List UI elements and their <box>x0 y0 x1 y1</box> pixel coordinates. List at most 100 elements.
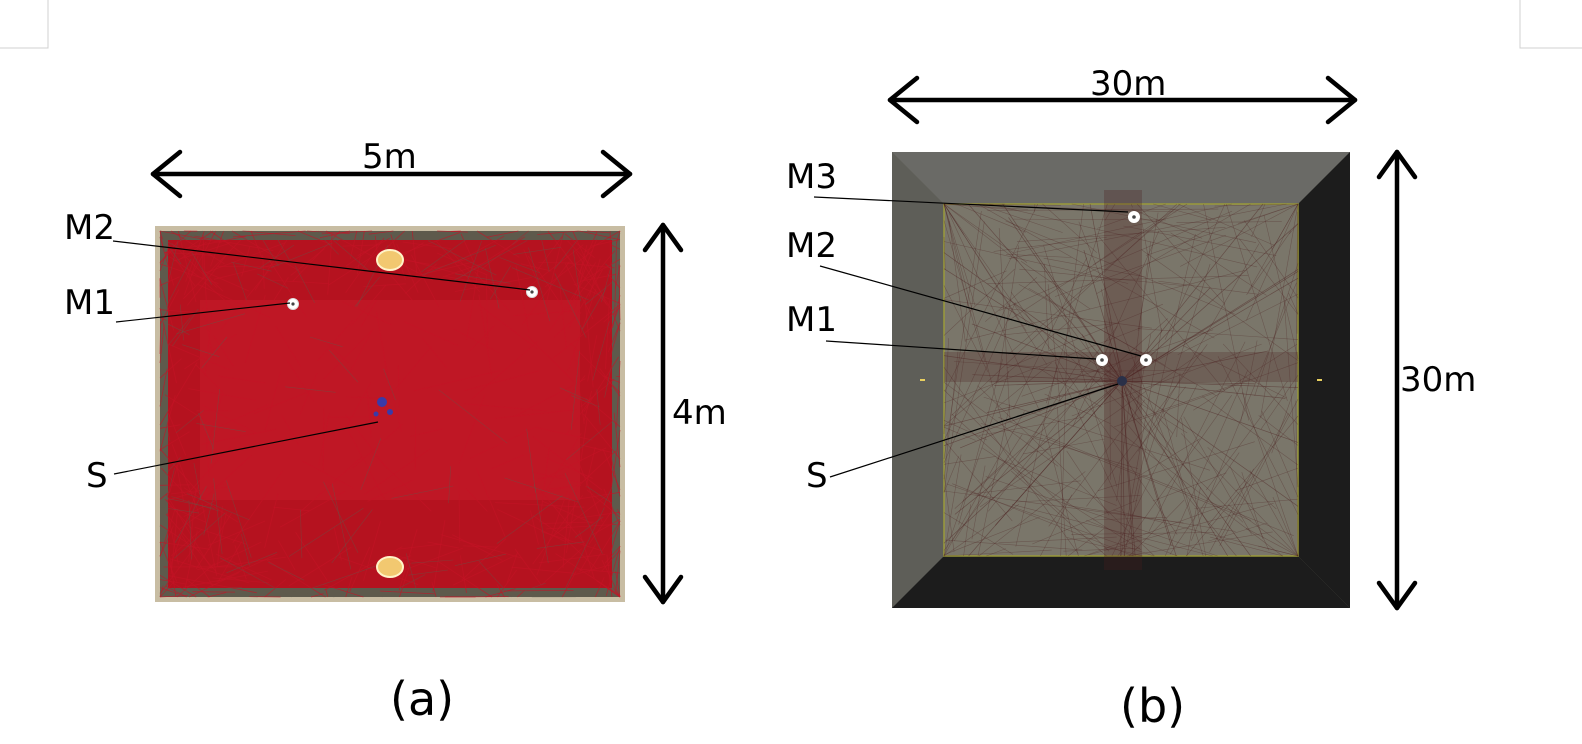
ray-line <box>544 232 564 309</box>
ray-line <box>1020 261 1091 310</box>
ray-line <box>345 237 385 294</box>
ray-line <box>159 362 198 426</box>
ray-line <box>460 233 475 263</box>
ray-line <box>1071 532 1215 535</box>
ray-line <box>1243 220 1299 298</box>
ray-line <box>1043 257 1145 278</box>
ray-line <box>454 553 506 566</box>
ray-line <box>580 378 615 408</box>
ray-line <box>530 510 539 545</box>
ray-line <box>428 240 497 276</box>
ray-line <box>954 380 1123 515</box>
ray-line <box>1248 203 1299 292</box>
ray-line <box>943 203 964 235</box>
ray-line <box>159 245 170 271</box>
ray-line <box>405 263 437 294</box>
ray-line <box>212 541 262 567</box>
ray-texture-b <box>943 203 1299 557</box>
ray-line <box>544 250 593 288</box>
ray-line <box>349 330 373 373</box>
ray-line <box>943 203 1028 210</box>
ray-line <box>611 429 621 486</box>
ray-line <box>616 230 621 243</box>
ray-line <box>1019 268 1188 287</box>
ray-line <box>464 370 539 391</box>
ray-line <box>1121 380 1286 399</box>
ray-line <box>594 577 605 598</box>
ray-line <box>956 203 1026 233</box>
ray-line <box>1217 356 1299 515</box>
ray-line <box>1181 418 1206 557</box>
ray-line <box>985 476 1218 557</box>
ray-line <box>988 347 1117 512</box>
ray-line <box>989 380 1123 383</box>
ray-line <box>586 486 617 507</box>
ray-line <box>1240 340 1258 423</box>
ray-line <box>173 242 230 262</box>
ray-line <box>345 239 384 267</box>
ray-line <box>588 520 621 574</box>
ray-line <box>210 388 220 464</box>
ray-line <box>159 237 165 283</box>
ray-line <box>213 263 278 280</box>
ray-line <box>391 485 454 499</box>
ray-line <box>1182 345 1287 399</box>
ray-line <box>288 507 364 557</box>
ray-line <box>1295 400 1299 557</box>
ray-line <box>368 230 394 235</box>
ray-line <box>605 300 610 370</box>
ray-line <box>496 495 563 544</box>
ray-line <box>943 338 949 435</box>
ray-line <box>1116 241 1151 502</box>
ray-line <box>159 574 197 598</box>
ray-line <box>1227 504 1299 557</box>
ray-line <box>1169 452 1240 555</box>
ray-line <box>977 203 1215 339</box>
ray-line <box>217 266 274 268</box>
ray-line <box>253 391 310 415</box>
marker-left <box>920 379 925 381</box>
ray-line <box>422 244 496 276</box>
ray-line <box>1008 203 1287 259</box>
ray-line <box>545 432 582 491</box>
ray-line <box>390 274 414 302</box>
ray-line <box>459 555 467 593</box>
ray-line <box>514 548 542 586</box>
ray-line <box>564 473 603 554</box>
ray-line <box>201 336 228 369</box>
ray-line <box>554 230 585 270</box>
ray-line <box>943 420 988 441</box>
ray-line <box>381 574 426 598</box>
ray-line <box>1121 380 1177 557</box>
ray-line <box>226 480 252 558</box>
ray-line <box>345 414 388 469</box>
ray-line <box>331 483 352 570</box>
ray-line <box>186 249 231 306</box>
ray-line <box>229 594 258 598</box>
lamp-bottom <box>376 556 404 578</box>
ray-line <box>592 321 610 381</box>
ray-line <box>1067 505 1236 532</box>
label-m3-b: M3 <box>786 157 837 197</box>
ray-line <box>573 449 603 523</box>
ray-line <box>943 454 962 557</box>
ray-line <box>438 389 508 444</box>
ray-line <box>1148 341 1246 532</box>
ray-line <box>360 438 382 490</box>
ray-line <box>1202 395 1299 466</box>
ray-line <box>538 554 606 564</box>
ray-line <box>203 455 252 500</box>
ray-line <box>376 311 392 394</box>
ray-line <box>1246 203 1299 321</box>
ray-line <box>1034 203 1036 213</box>
ray-line <box>164 252 214 256</box>
ray-line <box>599 368 621 397</box>
ray-line <box>1085 519 1178 557</box>
ray-line <box>331 509 373 564</box>
ray-line <box>943 221 985 493</box>
ray-line <box>968 380 1123 557</box>
room-b-wall-left <box>892 152 944 608</box>
ray-line <box>943 203 1028 263</box>
ray-line <box>962 459 1008 502</box>
ray-line <box>541 521 594 524</box>
